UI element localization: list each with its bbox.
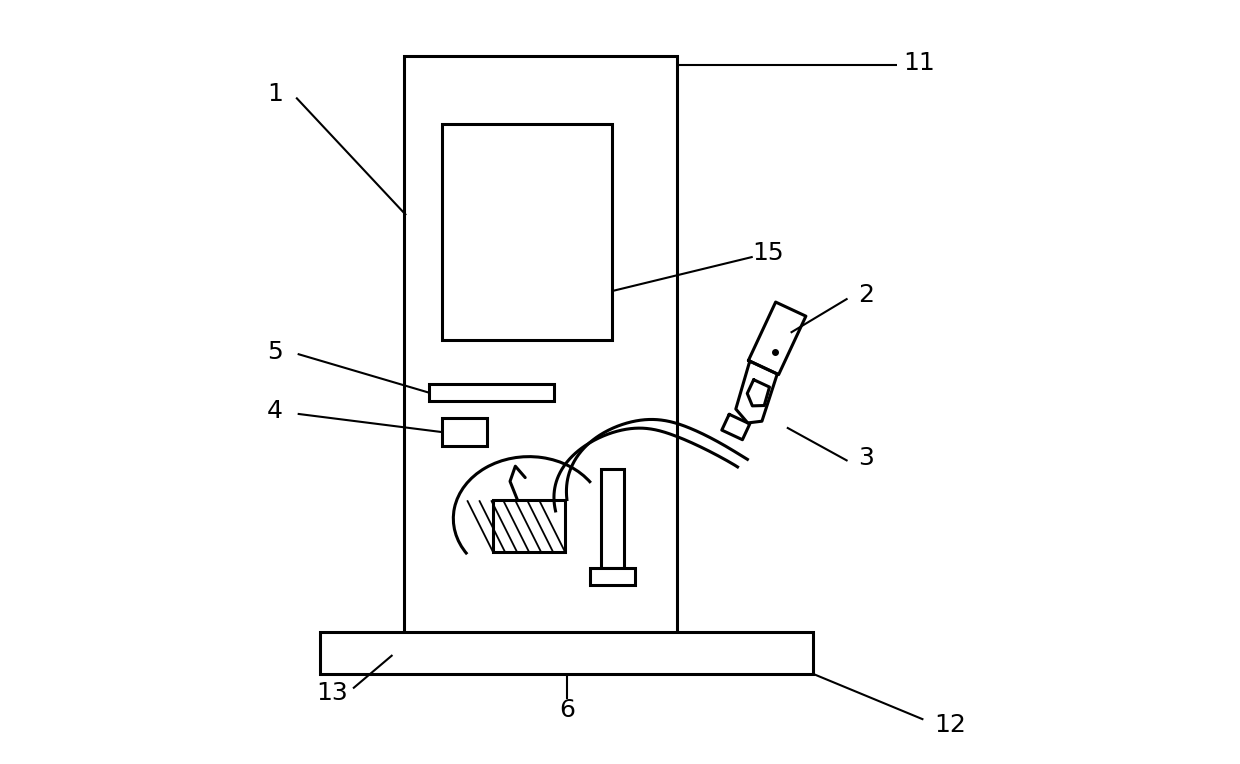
Text: 5: 5 [267, 340, 283, 364]
Bar [320, 633, 813, 674]
Text: 3: 3 [858, 446, 874, 470]
Bar [429, 384, 554, 401]
Text: 2: 2 [858, 283, 874, 307]
Bar [590, 568, 635, 584]
Text: 13: 13 [316, 681, 347, 705]
Bar [601, 469, 624, 568]
Bar [404, 56, 677, 643]
Bar [494, 500, 565, 552]
Text: 4: 4 [267, 399, 283, 422]
Text: 15: 15 [753, 241, 784, 265]
Text: 1: 1 [267, 82, 283, 105]
Text: 6: 6 [559, 698, 575, 722]
Text: 11: 11 [904, 51, 935, 76]
Bar [441, 418, 487, 446]
Text: 12: 12 [934, 713, 966, 736]
Bar [441, 124, 613, 340]
